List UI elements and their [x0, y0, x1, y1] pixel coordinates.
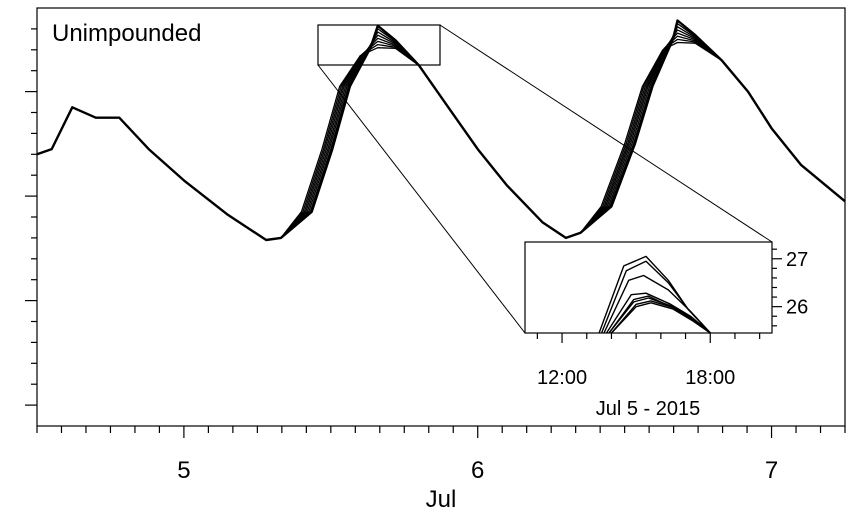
main-series-line-3: [36, 35, 846, 241]
inset-x-axis-label: Jul 5 - 2015: [596, 398, 701, 420]
inset-y-tick-label-26: 26: [786, 297, 808, 319]
x-axis-label: Jul: [426, 486, 457, 513]
x-tick-label-6: 6: [471, 457, 484, 484]
main-series-line-7: [36, 23, 846, 241]
inset-series-line-8: [610, 302, 711, 334]
zoom-connector-lower: [317, 64, 526, 334]
inset-plot-frame: [524, 241, 773, 334]
inset-x-tick-label-1200: 12:00: [537, 367, 587, 389]
main-axis-ticks: [25, 28, 846, 438]
inset-series-group: [598, 255, 711, 334]
inset-y-tick-label-27: 27: [786, 249, 808, 271]
inset-x-tick-label-1800: 18:00: [685, 367, 735, 389]
inset-series-line-3: [603, 274, 711, 334]
main-series-line-8: [36, 19, 846, 242]
inset-series-line-6: [608, 297, 711, 334]
x-tick-label-7: 7: [765, 457, 778, 484]
zoom-connector-upper: [439, 24, 773, 243]
main-plot-frame: [36, 7, 846, 427]
main-series-group: [36, 19, 846, 242]
main-title: Unimpounded: [52, 20, 201, 47]
x-tick-label-5: 5: [177, 457, 190, 484]
main-series-line-6: [36, 26, 846, 241]
inset-axis-ticks: [536, 248, 782, 343]
zoom-region-box: [317, 24, 441, 66]
